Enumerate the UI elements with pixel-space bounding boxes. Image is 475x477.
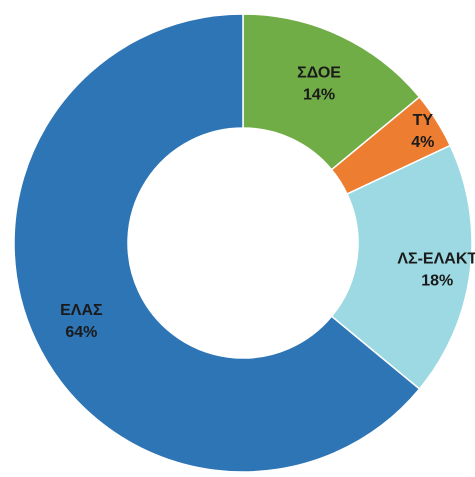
- slice-category-label: ΕΛΑΣ: [60, 302, 103, 319]
- slice-category-label: ΛΣ-ΕΛΑΚΤ: [397, 251, 475, 268]
- labels-group: ΣΔΟΕ 14% ΤΥ 4% ΛΣ-ΕΛΑΚΤ 18% ΕΛΑΣ 64%: [60, 64, 475, 341]
- slice-value-label: 14%: [303, 86, 335, 103]
- slice-category-label: ΣΔΟΕ: [297, 64, 341, 81]
- slice-value-label: 18%: [421, 273, 453, 290]
- slice-category-label: ΤΥ: [413, 112, 434, 129]
- slices-group: [13, 13, 473, 473]
- slice-4: [13, 13, 421, 473]
- slice-value-label: 64%: [65, 324, 97, 341]
- slice-3: [330, 144, 473, 391]
- slice-value-label: 4%: [411, 134, 434, 151]
